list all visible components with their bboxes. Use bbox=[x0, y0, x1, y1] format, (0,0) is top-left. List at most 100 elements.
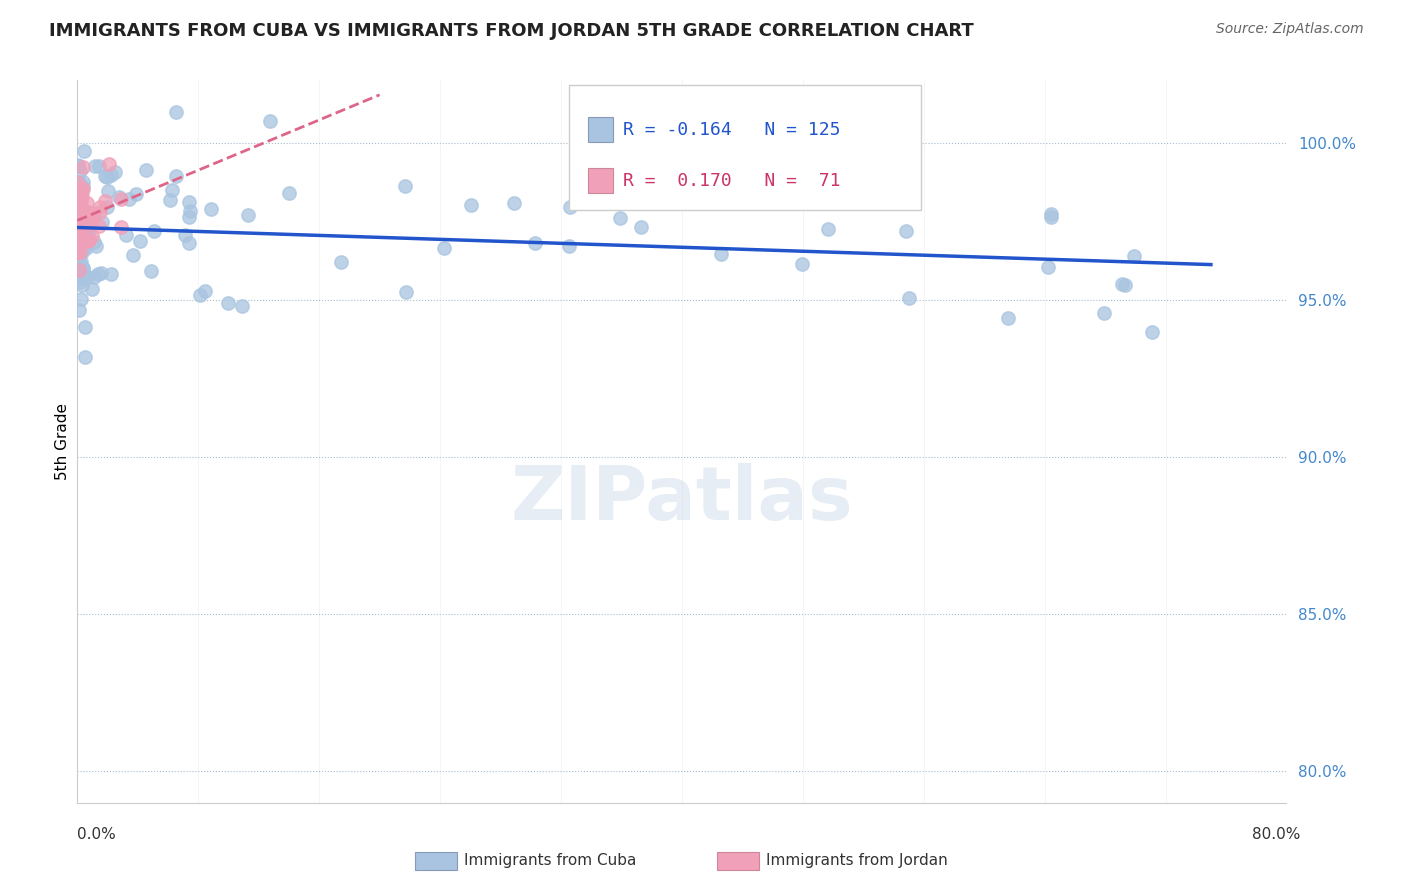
Point bbox=[67, 186, 90, 201]
Point bbox=[66, 180, 89, 194]
Point bbox=[66, 227, 89, 241]
Text: Source: ZipAtlas.com: Source: ZipAtlas.com bbox=[1216, 22, 1364, 37]
Point bbox=[100, 267, 122, 281]
Point bbox=[70, 194, 93, 208]
Point bbox=[231, 299, 253, 313]
Point bbox=[66, 260, 89, 274]
Point bbox=[67, 195, 90, 210]
Point bbox=[118, 192, 141, 206]
Point bbox=[67, 235, 90, 249]
Point bbox=[79, 216, 101, 230]
Point bbox=[94, 169, 117, 183]
Point bbox=[67, 239, 90, 253]
Point bbox=[69, 244, 91, 258]
Point bbox=[558, 200, 581, 214]
Point bbox=[86, 267, 108, 281]
Point bbox=[70, 208, 93, 222]
Point bbox=[69, 247, 91, 261]
Point bbox=[70, 228, 93, 243]
Point bbox=[67, 199, 90, 213]
Point bbox=[72, 202, 94, 216]
Point bbox=[236, 208, 259, 222]
Point bbox=[97, 184, 120, 198]
Point bbox=[76, 221, 98, 235]
Point bbox=[77, 216, 100, 230]
Point bbox=[69, 219, 91, 234]
Point bbox=[67, 236, 90, 251]
Point bbox=[67, 200, 90, 214]
Text: R = -0.164   N = 125: R = -0.164 N = 125 bbox=[623, 120, 841, 138]
Point bbox=[84, 160, 107, 174]
Point bbox=[67, 201, 90, 215]
Point bbox=[72, 160, 94, 174]
Point bbox=[139, 264, 162, 278]
Point bbox=[72, 208, 94, 222]
Point bbox=[89, 201, 111, 215]
Point bbox=[69, 224, 91, 238]
Point bbox=[77, 234, 100, 248]
Point bbox=[67, 194, 90, 209]
Point bbox=[177, 235, 200, 250]
Text: 80.0%: 80.0% bbox=[1253, 827, 1301, 841]
Point bbox=[69, 218, 91, 232]
Point bbox=[67, 237, 90, 252]
Point bbox=[67, 303, 90, 318]
Point bbox=[66, 175, 89, 189]
Point bbox=[80, 282, 103, 296]
Point bbox=[83, 235, 105, 249]
Point bbox=[70, 221, 93, 235]
Point bbox=[160, 183, 183, 197]
Point bbox=[69, 244, 91, 259]
Point bbox=[69, 183, 91, 197]
Text: IMMIGRANTS FROM CUBA VS IMMIGRANTS FROM JORDAN 5TH GRADE CORRELATION CHART: IMMIGRANTS FROM CUBA VS IMMIGRANTS FROM … bbox=[49, 22, 974, 40]
Point bbox=[67, 175, 90, 189]
Point bbox=[69, 236, 91, 251]
Point bbox=[67, 199, 90, 213]
Point bbox=[433, 241, 456, 255]
Point bbox=[77, 234, 100, 248]
Point bbox=[575, 168, 598, 182]
Point bbox=[77, 205, 100, 219]
Point bbox=[67, 210, 90, 224]
Point bbox=[792, 257, 814, 271]
Point bbox=[67, 228, 90, 243]
Point bbox=[89, 204, 111, 219]
Point bbox=[76, 196, 98, 211]
Point bbox=[179, 203, 201, 218]
Point bbox=[73, 240, 96, 254]
Point bbox=[79, 233, 101, 247]
Point bbox=[73, 144, 96, 158]
Text: ZIPatlas: ZIPatlas bbox=[510, 463, 853, 536]
Point bbox=[67, 266, 90, 280]
Point bbox=[72, 235, 94, 250]
Point bbox=[70, 232, 93, 246]
Text: Immigrants from Jordan: Immigrants from Jordan bbox=[766, 854, 948, 868]
Point bbox=[69, 292, 91, 306]
Point bbox=[66, 219, 89, 234]
Point bbox=[897, 292, 920, 306]
Point bbox=[70, 191, 93, 205]
Point bbox=[72, 260, 94, 275]
Point bbox=[69, 164, 91, 178]
Point bbox=[67, 186, 90, 200]
Point bbox=[67, 159, 90, 173]
Point bbox=[67, 224, 90, 238]
Point bbox=[194, 284, 217, 298]
Point bbox=[67, 228, 90, 243]
Point bbox=[69, 231, 91, 245]
Point bbox=[75, 241, 97, 255]
Point bbox=[67, 252, 90, 266]
Point bbox=[558, 238, 581, 252]
Point bbox=[1092, 306, 1115, 320]
Point bbox=[91, 215, 114, 229]
Point bbox=[94, 194, 117, 209]
Point bbox=[66, 199, 89, 213]
Point bbox=[177, 210, 200, 224]
Point bbox=[67, 211, 90, 226]
Point bbox=[179, 195, 201, 210]
Point bbox=[76, 210, 98, 224]
Point bbox=[165, 169, 187, 184]
Point bbox=[259, 114, 281, 128]
Point bbox=[70, 242, 93, 256]
Point bbox=[66, 202, 89, 217]
